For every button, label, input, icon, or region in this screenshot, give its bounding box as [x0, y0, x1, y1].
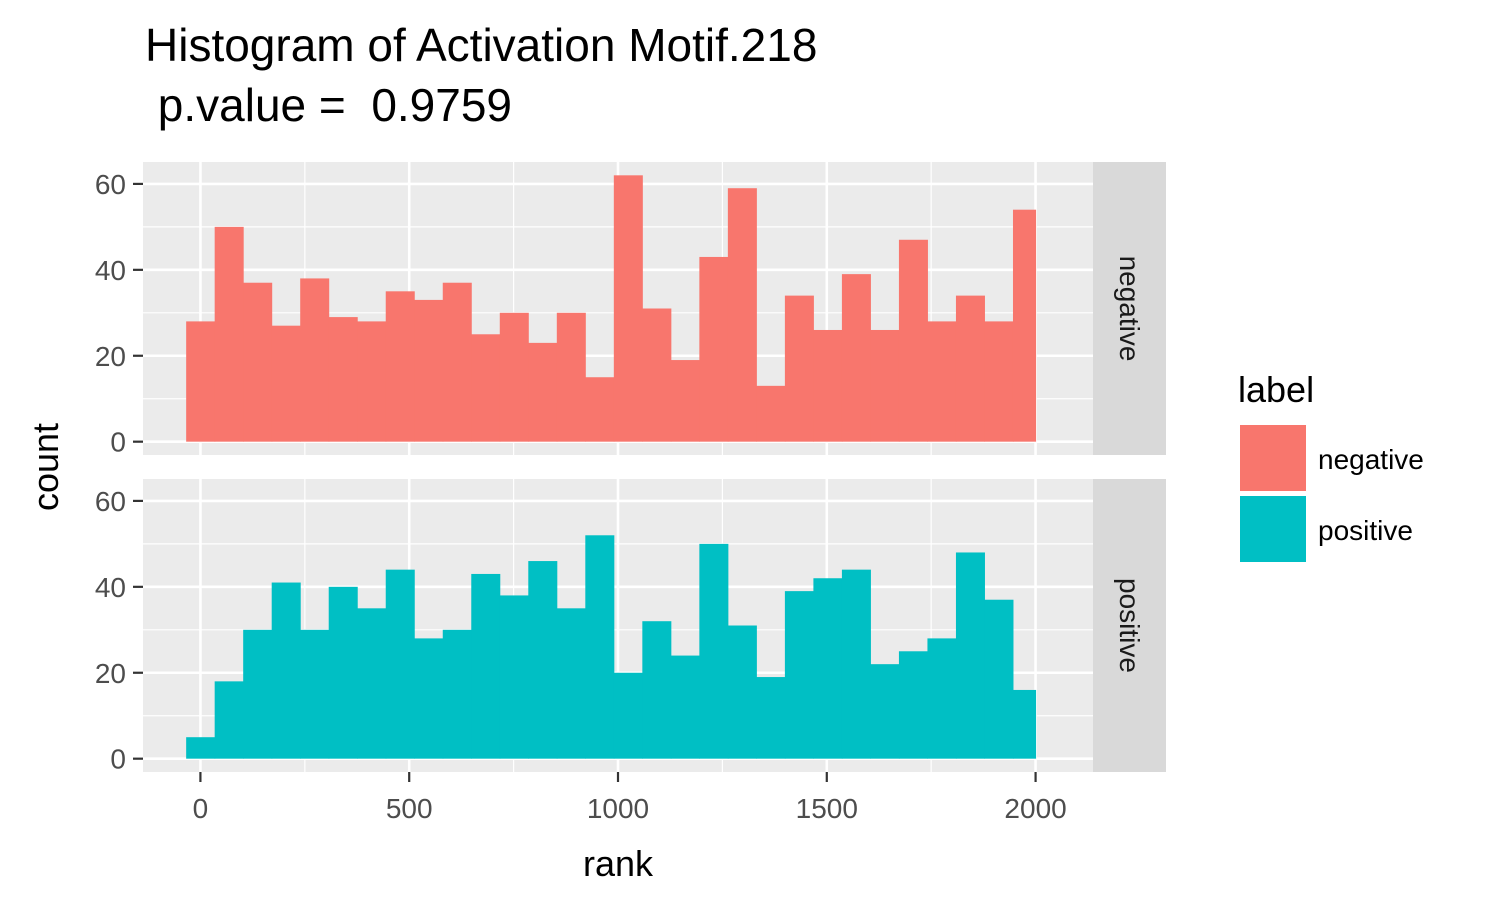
- chart-subtitle: p.value = 0.9759: [145, 79, 513, 131]
- facet-panel-positive: 0 20 40 60 positive: [95, 479, 1166, 775]
- histogram-bar: [243, 282, 273, 442]
- histogram-bar: [727, 188, 757, 442]
- histogram-bar: [300, 278, 330, 442]
- histogram-bar: [243, 629, 273, 759]
- histogram-bar: [841, 274, 871, 442]
- histogram-bar: [271, 582, 301, 759]
- histogram-bar: [898, 239, 928, 442]
- legend: label negative positive: [1238, 369, 1424, 562]
- y-axis-title: count: [25, 423, 66, 511]
- histogram-bar: [813, 329, 843, 442]
- histogram-bar: [613, 175, 643, 442]
- histogram-bar: [642, 621, 672, 759]
- histogram-bar: [727, 625, 757, 759]
- histogram-bar: [271, 325, 301, 442]
- histogram-bar: [528, 342, 558, 442]
- histogram-bar: [898, 651, 928, 759]
- histogram-bar: [642, 308, 672, 442]
- x-tick-label: 500: [386, 793, 433, 824]
- histogram-bar: [699, 543, 729, 759]
- x-tick-label: 0: [193, 793, 209, 824]
- histogram-bar: [955, 295, 985, 442]
- facet-strip-label: positive: [1114, 578, 1145, 673]
- legend-label: positive: [1318, 515, 1413, 546]
- histogram-bar: [471, 334, 501, 442]
- histogram-bar: [556, 608, 586, 759]
- histogram-bar: [328, 317, 358, 442]
- y-tick-label: 20: [95, 341, 126, 372]
- histogram-bar: [1012, 689, 1037, 759]
- histogram-bar: [385, 291, 415, 442]
- x-tick-label: 1000: [587, 793, 649, 824]
- y-tick-label: 0: [110, 744, 126, 775]
- histogram-bar: [1012, 209, 1037, 442]
- histogram-bar: [186, 737, 216, 759]
- histogram-bar: [784, 295, 814, 442]
- y-tick-label: 0: [110, 427, 126, 458]
- histogram-bar: [984, 599, 1014, 759]
- y-tick-label: 40: [95, 572, 126, 603]
- histogram-bar: [955, 552, 985, 759]
- histogram-bar: [414, 299, 444, 442]
- histogram-bar: [585, 535, 615, 759]
- histogram-bar: [784, 591, 814, 759]
- histogram-bar: [499, 595, 529, 759]
- histogram-bar: [499, 312, 529, 442]
- histogram-bar: [328, 586, 358, 759]
- histogram-bar: [613, 672, 643, 759]
- legend-key-positive: [1240, 496, 1306, 562]
- legend-label: negative: [1318, 444, 1424, 475]
- histogram-bar: [699, 256, 729, 442]
- chart-title: Histogram of Activation Motif.218: [145, 19, 818, 71]
- facet-strip-label: negative: [1114, 256, 1145, 362]
- histogram-bar: [186, 321, 216, 442]
- histogram-bar: [756, 677, 786, 759]
- histogram-bar: [214, 226, 244, 442]
- histogram-bar: [813, 578, 843, 759]
- histogram-bar: [300, 629, 330, 759]
- histogram-bar: [214, 681, 244, 759]
- histogram-bar: [442, 629, 472, 759]
- histogram-bar: [442, 282, 472, 442]
- histogram-bar: [984, 321, 1014, 442]
- y-tick-label: 60: [95, 169, 126, 200]
- histogram-bar: [870, 329, 900, 442]
- histogram-bar: [756, 385, 786, 442]
- histogram-bar: [870, 664, 900, 759]
- histogram-bar: [357, 321, 387, 442]
- x-axis-title: rank: [583, 843, 654, 884]
- facet-panel-negative: 0 20 40 60 negative: [95, 162, 1166, 458]
- histogram-bar: [670, 655, 700, 759]
- facet-strip: [1093, 479, 1166, 772]
- histogram-bar: [471, 573, 501, 759]
- y-tick-label: 60: [95, 486, 126, 517]
- histogram-bar: [556, 312, 586, 442]
- histogram-bar: [670, 360, 700, 442]
- x-tick-label: 1500: [796, 793, 858, 824]
- histogram-bar: [927, 638, 957, 759]
- histogram-bar: [385, 569, 415, 759]
- legend-key-negative: [1240, 425, 1306, 491]
- histogram-bar: [927, 321, 957, 442]
- histogram-bar: [414, 638, 444, 759]
- histogram-bar: [841, 569, 871, 759]
- histogram-bar: [528, 561, 558, 759]
- histogram-bar: [585, 377, 615, 442]
- legend-title: label: [1238, 369, 1314, 410]
- histogram-bar: [357, 608, 387, 759]
- facet-strip: [1093, 162, 1166, 455]
- y-tick-label: 40: [95, 255, 126, 286]
- y-tick-label: 20: [95, 658, 126, 689]
- x-tick-label: 2000: [1004, 793, 1066, 824]
